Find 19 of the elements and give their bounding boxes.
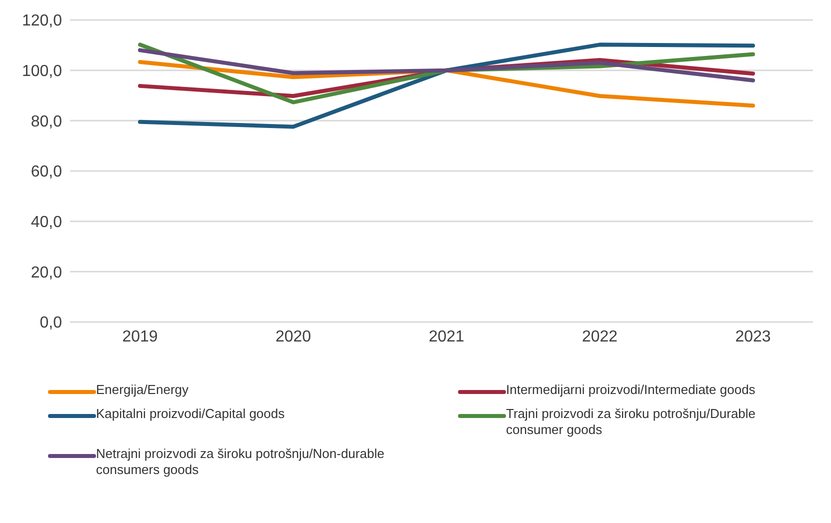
- x-tick-label: 2021: [428, 328, 464, 346]
- x-tick-label: 2023: [735, 328, 771, 346]
- y-tick-label: 120,0: [22, 12, 62, 30]
- x-tick-label: 2022: [582, 328, 618, 346]
- legend-label: Trajni proizvodi za široku potrošnju/Durable consumer goods: [506, 406, 757, 438]
- line-series: [138, 42, 755, 129]
- y-tick-label: 0,0: [40, 314, 62, 332]
- y-tick-label: 80,0: [30, 113, 62, 130]
- y-tick-label: 60,0: [30, 164, 62, 181]
- legend-label: Kapitalni proizvodi/Capital goods: [96, 406, 286, 422]
- y-tick-label: 40,0: [30, 214, 62, 232]
- y-tick-label: 100,0: [22, 63, 62, 80]
- legend-label: Intermedijarni proizvodi/Intermediate goods: [506, 382, 756, 398]
- legend-label: Energija/Energy: [96, 382, 190, 398]
- line-series: [138, 48, 755, 82]
- y-tick-label: 20,0: [30, 264, 62, 282]
- x-tick-label: 2020: [275, 328, 312, 346]
- x-tick-label: 2019: [122, 328, 158, 346]
- legend-label: Netrajni proizvodi za široku potrošnju/Non-durable consumers goods: [96, 446, 386, 478]
